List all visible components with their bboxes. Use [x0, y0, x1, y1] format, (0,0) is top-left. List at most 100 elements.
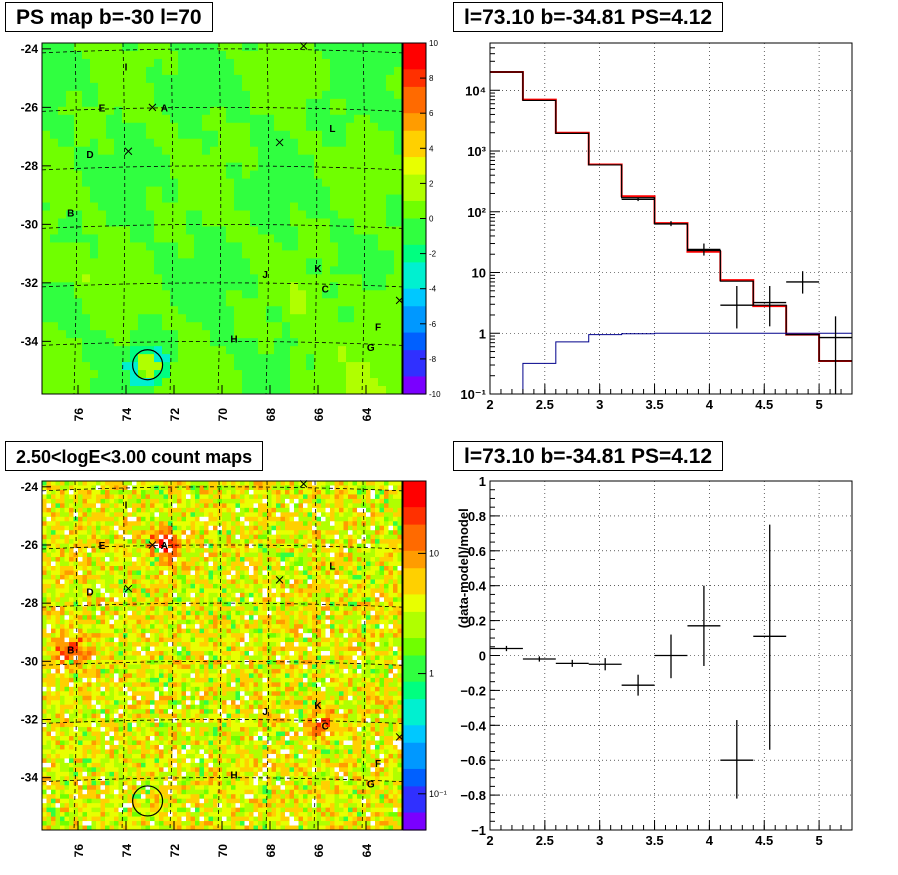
map-cell [90, 338, 99, 347]
map-cell [150, 731, 155, 737]
map-cell [186, 130, 195, 140]
map-cell [354, 370, 363, 379]
map-cell [114, 561, 119, 567]
map-cell [177, 718, 182, 724]
map-cell [190, 606, 196, 612]
map-cell [282, 330, 291, 339]
map-cell [186, 709, 191, 715]
map-cell [250, 370, 259, 379]
colorbar-cell [403, 236, 426, 246]
map-cell [362, 250, 371, 259]
map-cell [162, 378, 171, 387]
map-cell [195, 744, 200, 750]
map-cell [242, 186, 251, 196]
map-cell [136, 659, 142, 665]
map-cell [66, 122, 75, 132]
map-cell [91, 794, 97, 800]
map-cell [55, 561, 61, 567]
map-cell [136, 677, 142, 683]
map-cell [98, 298, 107, 307]
map-cell [78, 789, 83, 795]
map-cell [141, 736, 146, 741]
map-cell [42, 290, 51, 299]
map-cell [90, 130, 99, 140]
map-cell [69, 507, 74, 513]
map-cell [145, 498, 151, 504]
map-cell [100, 503, 106, 509]
map-cell [64, 498, 70, 504]
map-cell [274, 98, 283, 108]
map-cell [178, 322, 187, 331]
map-cell [46, 731, 52, 737]
map-cell [105, 655, 110, 661]
map-cell [64, 722, 70, 728]
map-cell [154, 525, 160, 531]
map-cell [163, 521, 169, 527]
map-cell [136, 534, 142, 540]
map-cell [146, 186, 155, 196]
map-cell [163, 749, 169, 755]
map-cell [100, 825, 106, 830]
map-cell [282, 386, 291, 394]
map-cell [186, 740, 191, 746]
colorbar-cell [403, 227, 426, 237]
map-cell [162, 298, 171, 307]
map-cell [199, 713, 205, 719]
map-cell [330, 330, 339, 339]
map-cell [258, 274, 267, 283]
map-cell [177, 713, 182, 719]
map-cell [87, 624, 92, 630]
map-cell [154, 816, 160, 822]
map-cell [266, 298, 275, 307]
map-cell [322, 370, 331, 379]
map-cell [123, 785, 128, 791]
map-cell [132, 619, 137, 625]
map-cell [394, 314, 402, 323]
map-cell [87, 749, 92, 755]
colorbar-tick-label: 2 [429, 179, 434, 188]
map-cell [314, 43, 323, 52]
map-cell [55, 695, 61, 701]
map-cell [51, 758, 56, 764]
map-cell [87, 570, 92, 576]
map-cell [154, 258, 163, 267]
map-cell [282, 130, 291, 140]
map-cell [370, 202, 379, 212]
map-cell [181, 552, 187, 558]
map-cell [78, 655, 83, 661]
map-cell [190, 695, 196, 701]
map-cell [141, 664, 146, 670]
map-cell [109, 574, 115, 580]
map-cell [154, 637, 160, 643]
map-cell [105, 744, 110, 750]
map-cell [282, 250, 291, 259]
map-cell [290, 186, 299, 196]
map-cell [91, 655, 97, 661]
map-cell [194, 250, 203, 259]
map-cell [145, 561, 151, 567]
map-cell [172, 485, 178, 491]
map-cell [195, 601, 200, 607]
map-cell [330, 146, 339, 156]
map-cell [78, 686, 83, 692]
map-cell [150, 579, 155, 585]
map-cell [226, 194, 235, 204]
map-cell [330, 274, 339, 283]
map-cell [127, 583, 133, 589]
map-cell [163, 624, 169, 630]
map-cell [64, 825, 70, 830]
map-cell [74, 346, 83, 355]
map-cell [150, 758, 155, 764]
map-cell [123, 812, 128, 817]
map-cell [127, 633, 133, 639]
map-cell [141, 677, 146, 683]
map-cell [73, 794, 79, 800]
map-cell [114, 592, 119, 598]
map-cell [150, 659, 155, 665]
map-cell [370, 258, 379, 267]
map-cell [242, 234, 251, 244]
map-cell [109, 794, 115, 800]
map-cell [258, 386, 267, 394]
map-cell [204, 722, 209, 728]
map-cell [109, 494, 115, 500]
